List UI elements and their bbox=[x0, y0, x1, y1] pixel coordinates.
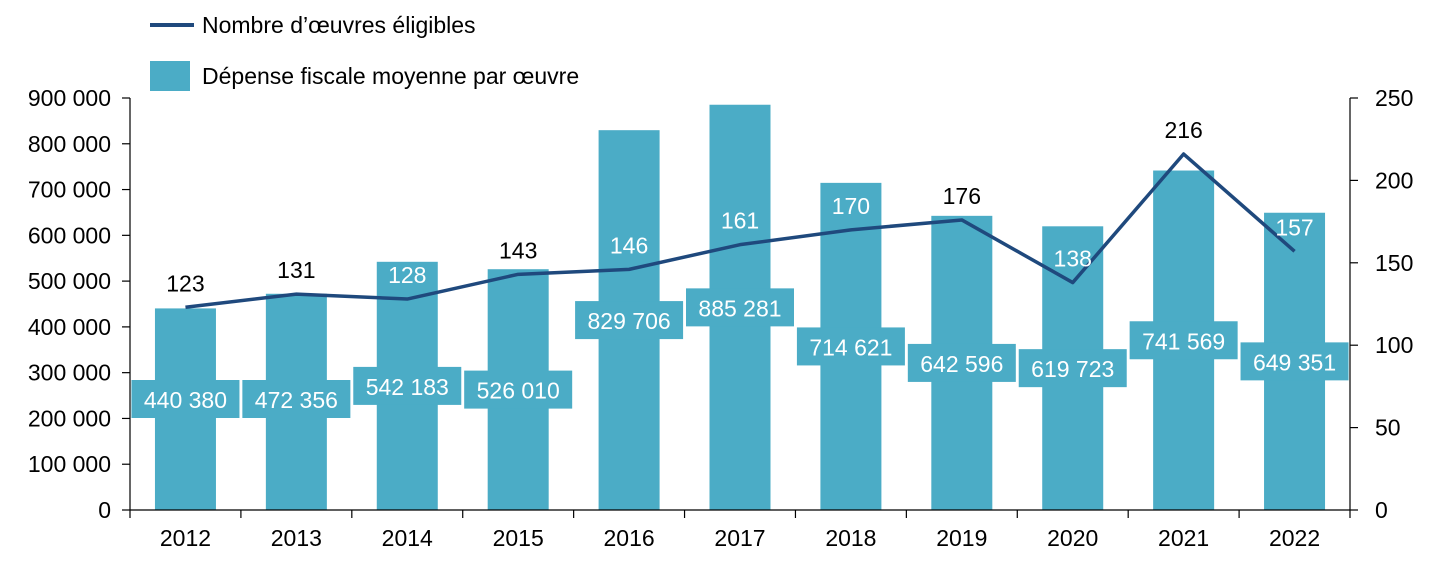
bar-label-box bbox=[907, 343, 1016, 382]
line-series bbox=[185, 152, 1296, 310]
axes: 0 100 000 200 000 300 000 400 000 500 000 600 … bbox=[28, 85, 1414, 551]
line-value-label: 161 bbox=[721, 208, 759, 234]
y-left-tick-label: 500 000 bbox=[28, 268, 111, 294]
bar-value-label: 440 380 bbox=[144, 387, 227, 413]
bar-value-label: 885 281 bbox=[698, 295, 781, 321]
bar-label-box bbox=[796, 327, 905, 366]
line-value-label: 131 bbox=[277, 257, 315, 283]
line-path bbox=[185, 152, 1296, 310]
bar-label-box bbox=[575, 301, 684, 340]
bar-value-label: 619 723 bbox=[1031, 356, 1114, 382]
y-right-tick-label: 0 bbox=[1375, 497, 1388, 523]
x-tick-label: 2017 bbox=[714, 525, 765, 551]
x-tick-label: 2014 bbox=[382, 525, 433, 551]
line-value-label: 128 bbox=[388, 262, 426, 288]
x-tick-label: 2018 bbox=[825, 525, 876, 551]
y-right-tick-label: 250 bbox=[1375, 85, 1413, 111]
y-left-tick-label: 600 000 bbox=[28, 222, 111, 248]
legend-item-line: Nombre d’œuvres éligibles bbox=[150, 6, 579, 44]
line-value-label: 176 bbox=[943, 183, 981, 209]
y-left-tick-label: 800 000 bbox=[28, 131, 111, 157]
bar-value-label: 649 351 bbox=[1253, 349, 1336, 375]
y-right-tick-label: 100 bbox=[1375, 332, 1413, 358]
legend-line-swatch bbox=[150, 23, 194, 27]
y-right-tick-label: 50 bbox=[1375, 415, 1401, 441]
x-tick-label: 2021 bbox=[1158, 525, 1209, 551]
bar-value-label: 526 010 bbox=[477, 378, 560, 404]
line-value-label: 143 bbox=[499, 237, 537, 263]
legend-bar-label: Dépense fiscale moyenne par œuvre bbox=[202, 62, 580, 89]
y-left-tick-label: 200 000 bbox=[28, 405, 111, 431]
legend-bar-swatch bbox=[150, 61, 190, 91]
line-value-label: 170 bbox=[832, 193, 870, 219]
bar-value-label: 741 569 bbox=[1142, 328, 1225, 354]
y-left-tick-label: 300 000 bbox=[28, 360, 111, 386]
bar-value-label: 542 183 bbox=[366, 374, 449, 400]
bar-value-label: 829 706 bbox=[588, 308, 671, 334]
legend-item-bar: Dépense fiscale moyenne par œuvre bbox=[150, 57, 579, 95]
bar-label-box bbox=[353, 366, 462, 405]
line-value-label: 138 bbox=[1054, 246, 1092, 272]
y-right-tick-label: 150 bbox=[1375, 250, 1413, 276]
x-tick-label: 2013 bbox=[271, 525, 322, 551]
y-right-tick-label: 200 bbox=[1375, 167, 1413, 193]
bar-label-box bbox=[464, 370, 573, 409]
y-left-tick-label: 0 bbox=[98, 497, 111, 523]
bar-label-box bbox=[1018, 349, 1127, 388]
bar-label-box bbox=[131, 380, 240, 418]
bar-label-box bbox=[1129, 321, 1238, 360]
x-tick-label: 2012 bbox=[160, 525, 211, 551]
bar-value-label: 714 621 bbox=[809, 334, 892, 360]
line-value-label: 157 bbox=[1275, 214, 1313, 240]
x-tick-label: 2016 bbox=[604, 525, 655, 551]
y-left-tick-label: 400 000 bbox=[28, 314, 111, 340]
legend: Nombre d’œuvres éligibles Dépense fiscal… bbox=[150, 6, 579, 108]
line-value-label: 123 bbox=[166, 270, 204, 296]
x-tick-label: 2020 bbox=[1047, 525, 1098, 551]
bar-value-label: 642 596 bbox=[920, 351, 1003, 377]
x-tick-label: 2019 bbox=[936, 525, 987, 551]
bar-value-label: 472 356 bbox=[255, 387, 338, 413]
data-labels: 440 380 472 356 542 183 526 010 829 706 885 2… bbox=[131, 117, 1349, 418]
y-left-tick-label: 700 000 bbox=[28, 177, 111, 203]
x-tick-label: 2015 bbox=[493, 525, 544, 551]
bar-label-box bbox=[242, 380, 351, 418]
bar-label-box bbox=[1240, 342, 1349, 381]
bar-label-box bbox=[686, 288, 794, 327]
y-left-tick-label: 900 000 bbox=[28, 85, 111, 111]
x-tick-label: 2022 bbox=[1269, 525, 1320, 551]
legend-line-label: Nombre d’œuvres éligibles bbox=[202, 11, 476, 38]
y-left-tick-label: 100 000 bbox=[28, 451, 111, 477]
line-value-label: 216 bbox=[1164, 117, 1202, 143]
line-value-label: 146 bbox=[610, 232, 648, 258]
